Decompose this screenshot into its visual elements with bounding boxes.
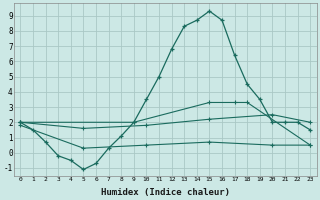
X-axis label: Humidex (Indice chaleur): Humidex (Indice chaleur) — [101, 188, 230, 197]
